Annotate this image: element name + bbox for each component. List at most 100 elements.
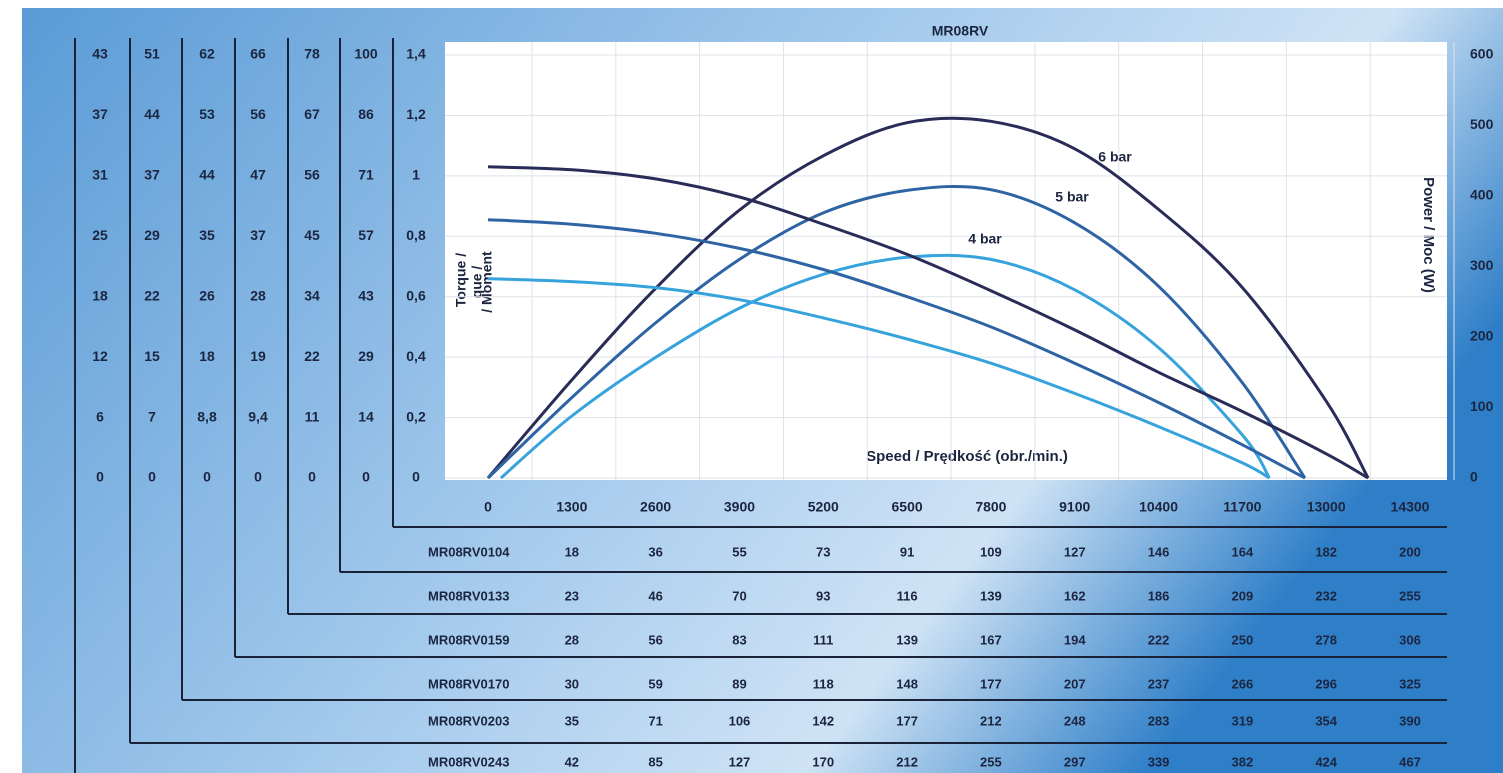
model-name: MR08RV0104 [428,544,510,559]
model-torque-label: 78 [304,46,320,62]
y2-tick-label: 200 [1470,328,1494,344]
curve-label: 6 bar [1098,149,1132,165]
y-tick-label: 1,2 [406,106,426,122]
model-speed-value: 109 [980,544,1002,559]
model-torque-label: 29 [144,227,160,243]
y-tick-label: 0,2 [406,408,426,424]
model-name: MR08RV0159 [428,632,509,647]
model-torque-label: 0 [148,469,156,485]
model-torque-label: 66 [250,46,266,62]
model-speed-value: 42 [565,754,579,769]
model-torque-label: 44 [144,106,160,122]
model-torque-label: 7 [148,408,156,424]
model-torque-label: 25 [92,227,108,243]
model-torque-label: 44 [199,167,215,183]
model-speed-value: 212 [896,754,918,769]
model-torque-label: 0 [96,469,104,485]
y-axis-label: Torque / [453,253,469,307]
model-name: MR08RV0243 [428,754,509,769]
model-speed-value: 167 [980,632,1002,647]
model-torque-label: 56 [250,106,266,122]
y2-tick-label: 500 [1470,116,1494,132]
model-torque-label: 62 [199,46,215,62]
model-speed-value: 222 [1148,632,1170,647]
model-speed-value: 255 [980,754,1002,769]
y-tick-label: 0,6 [406,287,426,303]
x-tick-label: 3900 [724,499,755,515]
model-speed-value: 56 [648,632,662,647]
x-tick-label: 2600 [640,499,671,515]
model-torque-label: 47 [250,167,266,183]
y2-tick-label: 400 [1470,187,1494,203]
model-speed-value: 89 [732,676,746,691]
model-speed-value: 93 [816,588,830,603]
model-torque-label: 22 [304,348,320,364]
model-torque-label: 53 [199,106,215,122]
chart-title: MR08RV [932,23,989,39]
model-torque-label: 71 [358,167,374,183]
y-tick-label: 1 [412,167,420,183]
model-speed-value: 207 [1064,676,1086,691]
y-tick-label: 1,4 [406,46,426,62]
model-speed-value: 70 [732,588,746,603]
x-tick-label: 14300 [1391,499,1430,515]
curve [486,116,1370,479]
curve [487,165,1369,480]
model-speed-value: 139 [896,632,918,647]
model-speed-value: 146 [1148,544,1170,559]
model-speed-value: 325 [1399,676,1421,691]
model-torque-label: 43 [358,287,374,303]
y-tick-label: 0,4 [406,348,426,364]
model-torque-label: 6 [96,408,104,424]
y-tick-label: 0,8 [406,227,426,243]
model-torque-label: 28 [250,287,266,303]
model-speed-value: 142 [812,713,834,728]
model-torque-label: 26 [199,287,215,303]
model-speed-value: 177 [980,676,1002,691]
model-speed-value: 28 [565,632,579,647]
model-speed-value: 177 [896,713,918,728]
model-speed-value: 297 [1064,754,1086,769]
model-torque-label: 11 [305,408,320,424]
model-speed-value: 83 [732,632,746,647]
x-tick-label: 7800 [975,499,1006,515]
model-torque-label: 12 [92,348,108,364]
x-tick-label: 6500 [892,499,923,515]
model-torque-label: 56 [304,167,320,183]
x-tick-label: 10400 [1139,499,1178,515]
model-speed-value: 55 [732,544,746,559]
model-name: MR08RV0170 [428,676,509,691]
model-speed-value: 250 [1232,632,1254,647]
model-speed-value: 59 [648,676,662,691]
model-speed-value: 339 [1148,754,1170,769]
y2-tick-label: 100 [1470,398,1494,414]
curve [487,277,1271,480]
model-speed-value: 30 [565,676,579,691]
y2-tick-label: 0 [1470,469,1478,485]
model-speed-value: 170 [812,754,834,769]
model-torque-label: 9,4 [248,408,268,424]
model-speed-value: 127 [729,754,751,769]
model-speed-value: 232 [1315,588,1337,603]
model-torque-label: 19 [250,348,266,364]
model-speed-value: 127 [1064,544,1086,559]
model-speed-value: 36 [648,544,662,559]
model-speed-value: 164 [1232,544,1254,559]
model-torque-label: 18 [199,348,215,364]
plot-area [445,42,1447,480]
model-speed-value: 118 [813,676,834,691]
x-tick-label: 1300 [556,499,587,515]
model-speed-value: 73 [816,544,830,559]
model-torque-label: 51 [144,46,160,62]
model-speed-value: 23 [565,588,579,603]
model-speed-value: 182 [1315,544,1337,559]
model-torque-label: 0 [362,469,370,485]
model-name: MR08RV0203 [428,713,509,728]
y2-axis-label: Power / Moc (W) [1420,177,1437,293]
model-speed-value: 382 [1232,754,1254,769]
model-torque-label: 0 [254,469,262,485]
model-speed-value: 200 [1399,544,1421,559]
x-tick-label: 13000 [1307,499,1346,515]
curve-label: 4 bar [968,231,1002,247]
